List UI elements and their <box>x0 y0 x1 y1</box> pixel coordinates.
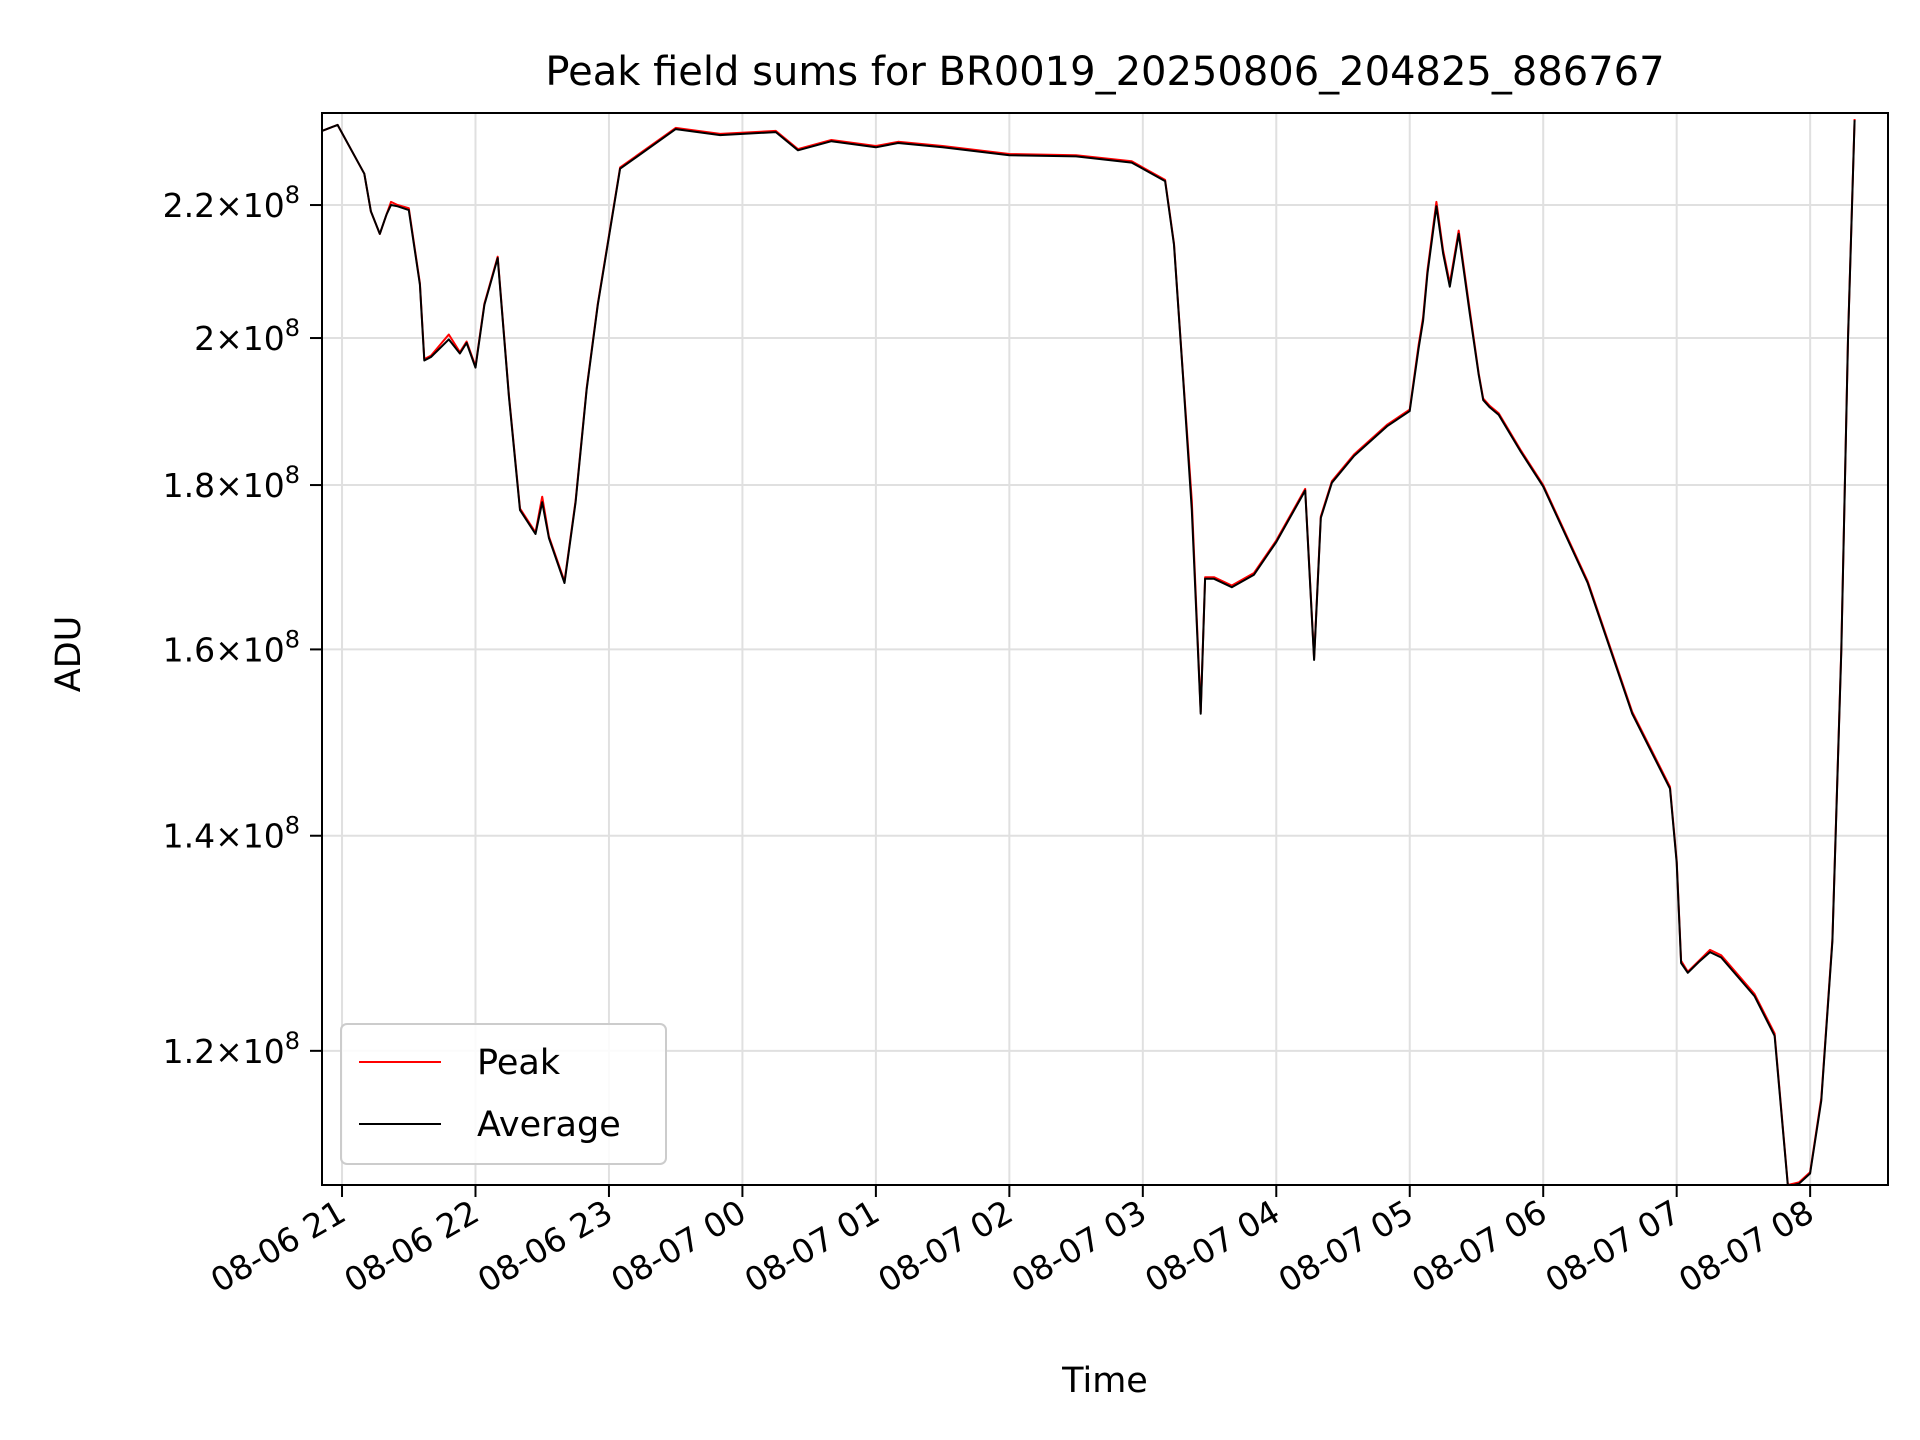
y-tick-label: 1.8×108 <box>163 461 300 505</box>
y-axis-label: ADU <box>49 616 89 693</box>
x-tick-label: 08-07 00 <box>604 1192 752 1300</box>
x-tick-label: 08-07 05 <box>1272 1192 1420 1300</box>
x-tick-label: 08-07 01 <box>738 1192 886 1300</box>
y-tick-label: 1.2×108 <box>163 1027 300 1071</box>
chart-title: Peak field sums for BR0019_20250806_2048… <box>545 49 1664 95</box>
x-tick-label: 08-06 22 <box>337 1192 485 1300</box>
grid <box>322 113 1888 1185</box>
legend: Peak Average <box>340 1023 667 1165</box>
x-tick-label: 08-07 08 <box>1672 1192 1820 1300</box>
x-tick-label: 08-07 03 <box>1005 1192 1153 1300</box>
legend-box <box>340 1023 667 1165</box>
x-tick-label: 08-07 02 <box>871 1192 1019 1300</box>
x-tick-label: 08-07 04 <box>1138 1192 1286 1300</box>
series-line-average <box>322 120 1856 1185</box>
y-tick-label: 2.2×108 <box>163 181 300 225</box>
x-tick-label: 08-06 23 <box>471 1192 619 1300</box>
legend-label: Average <box>477 1105 621 1145</box>
x-axis-label: Time <box>1061 1361 1148 1401</box>
x-tick-label: 08-06 21 <box>204 1192 352 1300</box>
legend-label: Peak <box>477 1043 561 1083</box>
y-axis: 1.2×108 1.4×108 1.6×108 1.8×108 2×108 2.2×108 <box>163 181 322 1071</box>
y-tick-label: 2×108 <box>194 314 300 358</box>
y-tick-label: 1.4×108 <box>163 812 300 856</box>
series-lines <box>322 118 1856 1185</box>
x-tick-label: 08-07 07 <box>1539 1192 1687 1300</box>
y-tick-label: 1.6×108 <box>163 625 300 669</box>
x-tick-label: 08-07 06 <box>1405 1192 1553 1300</box>
